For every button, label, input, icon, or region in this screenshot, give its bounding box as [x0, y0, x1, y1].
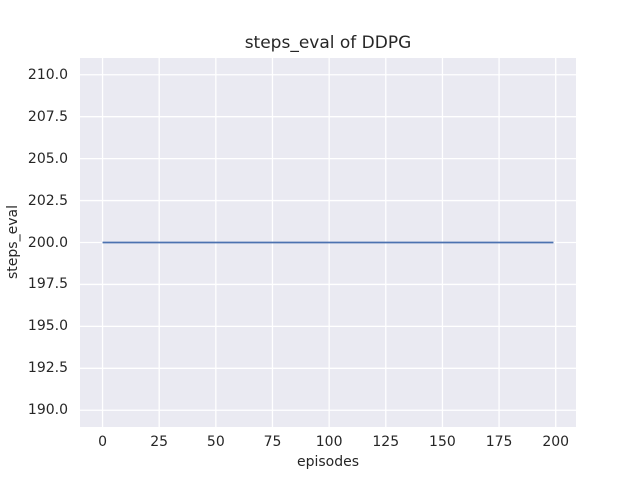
x-tick-label: 150	[429, 434, 456, 450]
x-tick-label: 75	[263, 434, 282, 450]
y-tick-labels: 190.0 192.5 195.0 197.5 200.0 202.5 205.0 207.5…	[0, 58, 72, 427]
plot-area	[80, 58, 576, 427]
x-tick-label: 175	[485, 434, 513, 450]
y-tick-label: 207.5	[27, 108, 68, 125]
x-tick-label: 50	[206, 434, 225, 450]
y-tick-label: 190.0	[27, 402, 68, 419]
y-tick-label: 197.5	[27, 276, 68, 293]
y-tick-label: 200.0	[27, 234, 68, 251]
x-tick-label: 0	[98, 434, 107, 450]
x-tick-labels: 0 25 50 75 100 125 150 175 200	[80, 433, 576, 451]
chart-title: steps_eval of DDPG	[244, 33, 412, 53]
y-tick-label: 195.0	[27, 318, 68, 335]
y-tick-label: 205.0	[27, 150, 68, 167]
x-tick-label: 125	[372, 434, 400, 450]
y-tick-label: 210.0	[27, 66, 68, 83]
x-axis-label: episodes	[296, 454, 360, 470]
plot-canvas	[80, 58, 576, 427]
x-tick-label: 200	[542, 434, 570, 450]
x-tick-label: 25	[150, 434, 169, 450]
y-tick-label: 202.5	[27, 192, 68, 209]
x-tick-label: 100	[315, 434, 343, 450]
y-tick-label: 192.5	[27, 360, 68, 377]
